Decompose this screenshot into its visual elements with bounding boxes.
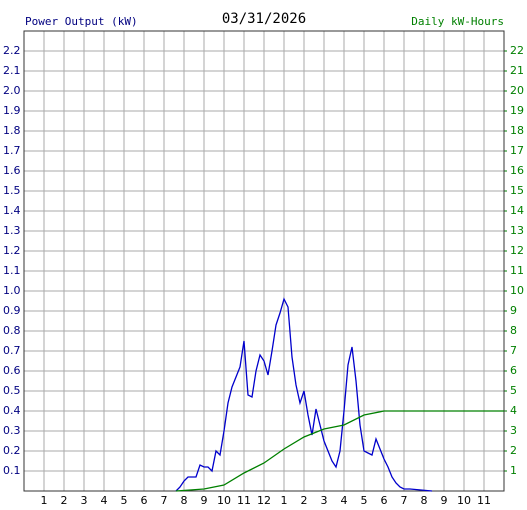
y2-tick-label: 13 xyxy=(510,224,524,237)
y-tick-label: 2.1 xyxy=(3,64,21,77)
y2-tick-label: 6 xyxy=(510,364,517,377)
y2-tick-label: 4 xyxy=(510,404,517,417)
y2-tick-label: 15 xyxy=(510,184,524,197)
x-tick-label: 12 xyxy=(257,494,271,507)
x-tick-label: 1 xyxy=(281,494,288,507)
y-tick-label: 1.2 xyxy=(3,244,21,257)
y-tick-label: 0.3 xyxy=(3,424,21,437)
chart-title: 03/31/2026 xyxy=(222,11,306,27)
y2-tick-label: 12 xyxy=(510,244,524,257)
y-tick-label: 0.8 xyxy=(3,324,21,337)
x-tick-label: 9 xyxy=(441,494,448,507)
plot-border xyxy=(23,30,505,492)
x-tick-label: 7 xyxy=(401,494,408,507)
x-tick-label: 6 xyxy=(141,494,148,507)
y-tick-label: 1.4 xyxy=(3,204,21,217)
y-tick-label: 1.8 xyxy=(3,124,21,137)
x-tick-label: 2 xyxy=(301,494,308,507)
y2-tick-label: 1 xyxy=(510,464,517,477)
y2-tick-label: 7 xyxy=(510,344,517,357)
y-tick-label: 0.5 xyxy=(3,384,21,397)
y-tick-label: 0.6 xyxy=(3,364,21,377)
x-tick-label: 2 xyxy=(61,494,68,507)
y2-axis-label: Daily kW-Hours xyxy=(411,15,504,28)
x-tick-label: 1 xyxy=(41,494,48,507)
y-tick-label: 2.2 xyxy=(3,44,21,57)
y-tick-label: 1.9 xyxy=(3,104,21,117)
y2-tick-label: 11 xyxy=(510,264,524,277)
y-tick-label: 0.1 xyxy=(3,464,21,477)
y2-tick-label: 8 xyxy=(510,324,517,337)
y-axis-label: Power Output (kW) xyxy=(25,15,138,28)
x-tick-label: 6 xyxy=(381,494,388,507)
y2-tick-label: 17 xyxy=(510,144,524,157)
y-tick-label: 2.0 xyxy=(3,84,21,97)
x-tick-label: 8 xyxy=(421,494,428,507)
y-tick-label: 0.4 xyxy=(3,404,21,417)
y-tick-label: 1.5 xyxy=(3,184,21,197)
y-tick-label: 0.7 xyxy=(3,344,21,357)
y2-tick-label: 10 xyxy=(510,284,524,297)
y2-tick-label: 20 xyxy=(510,84,524,97)
series-line xyxy=(175,410,504,492)
y2-tick-label: 16 xyxy=(510,164,524,177)
x-tick-label: 4 xyxy=(101,494,108,507)
x-tick-label: 7 xyxy=(161,494,168,507)
y-tick-label: 1.0 xyxy=(3,284,21,297)
x-tick-label: 5 xyxy=(361,494,368,507)
y-tick-label: 0.2 xyxy=(3,444,21,457)
x-tick-label: 3 xyxy=(321,494,328,507)
y-tick-label: 1.7 xyxy=(3,144,21,157)
y2-tick-label: 22 xyxy=(510,44,524,57)
x-tick-label: 5 xyxy=(121,494,128,507)
x-tick-label: 11 xyxy=(237,494,251,507)
x-tick-label: 8 xyxy=(181,494,188,507)
y2-tick-label: 21 xyxy=(510,64,524,77)
y-tick-label: 0.9 xyxy=(3,304,21,317)
y2-tick-label: 14 xyxy=(510,204,524,217)
x-tick-label: 4 xyxy=(341,494,348,507)
x-tick-label: 3 xyxy=(81,494,88,507)
x-tick-label: 11 xyxy=(477,494,491,507)
y2-tick-label: 3 xyxy=(510,424,517,437)
y-tick-label: 1.3 xyxy=(3,224,21,237)
series-line xyxy=(175,297,433,492)
y2-tick-label: 19 xyxy=(510,104,524,117)
y2-tick-label: 2 xyxy=(510,444,517,457)
x-tick-label: 10 xyxy=(457,494,471,507)
y-tick-label: 1.6 xyxy=(3,164,21,177)
y-tick-label: 1.1 xyxy=(3,264,21,277)
y2-tick-label: 18 xyxy=(510,124,524,137)
x-tick-label: 9 xyxy=(201,494,208,507)
y2-tick-label: 5 xyxy=(510,384,517,397)
y2-tick-label: 9 xyxy=(510,304,517,317)
x-tick-label: 10 xyxy=(217,494,231,507)
